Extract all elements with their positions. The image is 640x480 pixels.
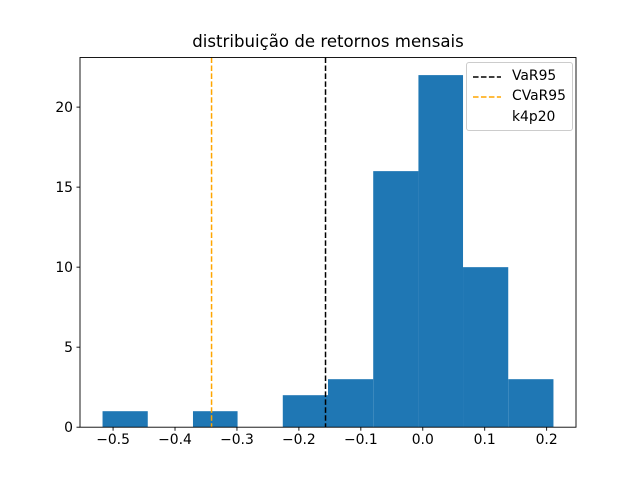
histogram-bar [102, 411, 148, 428]
histogram-bar [463, 267, 509, 428]
legend-item-cvar95: CVaR95 [473, 87, 572, 107]
y-tick-label: 10 [55, 260, 73, 276]
y-tick-label: 0 [64, 420, 73, 436]
legend-item-var95: VaR95 [473, 67, 572, 87]
y-tick-label: 5 [64, 340, 73, 356]
axes-frame [79, 57, 577, 428]
cvar95-dashed-line-sample [473, 96, 501, 99]
x-tick-label: −0.3 [220, 432, 254, 448]
x-tick-label: −0.2 [282, 432, 316, 448]
var95-dashed-line-sample [473, 76, 501, 78]
y-tick-label: 20 [55, 100, 73, 116]
legend-label-k4p20: k4p20 [512, 108, 556, 125]
histogram-bar [192, 411, 238, 428]
x-tick-label: −0.4 [158, 432, 192, 448]
x-tick-label: 0.2 [536, 432, 558, 448]
chart-title: distribuição de retornos mensais [192, 32, 464, 51]
y-tick-label: 15 [55, 180, 73, 196]
histogram-bar [373, 171, 419, 428]
histogram-bar [418, 75, 464, 428]
x-tick-label: 0.0 [412, 432, 434, 448]
x-tick-label: 0.1 [474, 432, 496, 448]
x-tick-label: −0.5 [96, 432, 130, 448]
legend: VaR95 CVaR95 k4p20 [466, 62, 573, 131]
legend-label-var95: VaR95 [512, 68, 557, 85]
legend-item-k4p20: k4p20 [473, 108, 572, 128]
x-tick-label: −0.1 [344, 432, 378, 448]
histogram-bar [328, 379, 374, 428]
legend-label-cvar95: CVaR95 [512, 88, 566, 105]
histogram-bar [282, 395, 328, 428]
k4p20-empty-handle [473, 116, 501, 120]
histogram-bar [508, 379, 554, 428]
